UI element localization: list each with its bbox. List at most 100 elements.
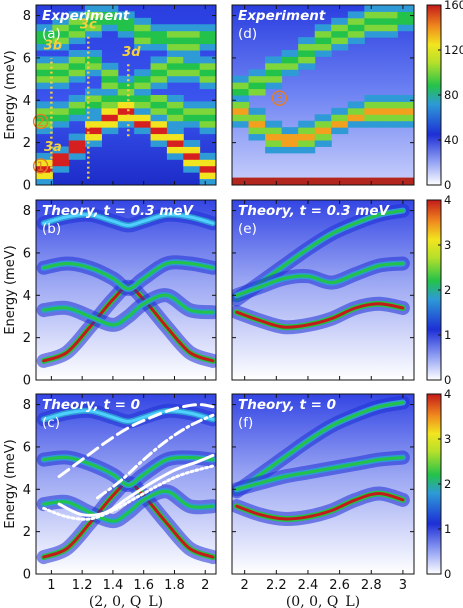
panel-d-intensity-cell bbox=[331, 107, 349, 115]
panel-b-ylabel: Energy (meV) bbox=[3, 245, 18, 334]
colorbar-e-tick-label: 4 bbox=[444, 193, 451, 207]
panel-d-intensity-cell bbox=[232, 107, 250, 115]
panel-a-intensity-cell bbox=[117, 17, 135, 25]
panel-d-intensity-cell bbox=[364, 120, 382, 128]
panel-a-intensity-cell bbox=[101, 5, 119, 12]
panel-a-intensity-cell bbox=[85, 11, 102, 19]
panel-a-intensity-cell bbox=[68, 56, 86, 64]
panel-f-xlabel: (0, 0, Q_L) bbox=[286, 594, 360, 608]
panel-a-intensity-cell bbox=[117, 107, 135, 115]
panel-a-intensity-cell bbox=[101, 95, 119, 102]
panel-a-intensity-cell bbox=[36, 62, 53, 70]
panel-a-intensity-cell bbox=[150, 133, 168, 141]
panel-a-intensity-cell bbox=[36, 114, 53, 122]
panel-a-intensity-cell bbox=[36, 120, 53, 128]
panel-a-intensity-cell bbox=[183, 107, 201, 115]
panel-c-letter: (c) bbox=[42, 415, 60, 431]
panel-d-intensity-cell bbox=[314, 30, 332, 38]
panel-a-intensity-cell bbox=[183, 37, 201, 45]
panel-a-marker-label: 1 bbox=[37, 159, 45, 173]
panel-d-intensity-cell bbox=[397, 11, 414, 19]
panel-b: Theory, t = 0.3 meV (b) 0 2 4 6 8 Energy (meV) bbox=[3, 199, 217, 389]
panel-d-intensity-cell bbox=[364, 5, 382, 12]
panel-d-intensity-cell bbox=[380, 30, 398, 38]
panel-f-letter: (f) bbox=[238, 415, 253, 431]
panel-d-intensity-cell bbox=[347, 120, 365, 128]
panel-a-intensity-cell bbox=[101, 24, 119, 32]
panel-a-ytick-label: 8 bbox=[23, 9, 31, 24]
panel-a-intensity-cell bbox=[68, 62, 86, 70]
panel-c-ytick-label: 8 bbox=[23, 398, 31, 413]
panel-a-intensity-cell bbox=[68, 69, 86, 77]
panel-d-intensity-cell bbox=[347, 24, 365, 32]
panel-d-intensity-cell bbox=[364, 17, 382, 25]
panel-d-intensity-cell bbox=[281, 69, 299, 77]
panel-a-intensity-cell bbox=[150, 101, 168, 109]
panel-d-intensity-cell bbox=[331, 30, 349, 38]
panel-a-intensity-cell bbox=[101, 107, 119, 115]
panel-a-annotation: 3b bbox=[44, 38, 62, 53]
panel-a-intensity-cell bbox=[199, 114, 216, 122]
panel-d-intensity-cell bbox=[364, 107, 382, 115]
panel-d-intensity-cell bbox=[298, 140, 316, 147]
panel-a-intensity-cell bbox=[166, 62, 184, 70]
panel-a-intensity-cell bbox=[183, 43, 201, 51]
panel-d-intensity-cell bbox=[397, 17, 414, 25]
panel-d-intensity-cell bbox=[248, 82, 266, 90]
panel-a-intensity-cell bbox=[36, 56, 53, 64]
colorbar-d-tick-label: 80 bbox=[444, 88, 459, 102]
panel-d-intensity-cell bbox=[347, 101, 365, 109]
panel-d-intensity-cell bbox=[298, 50, 316, 57]
panel-a-intensity-cell bbox=[134, 37, 152, 45]
panel-d-intensity-cell bbox=[314, 133, 332, 141]
panel-a-marker-circle bbox=[32, 113, 49, 130]
panel-d-intensity-cell bbox=[298, 62, 316, 70]
panel-c-mode-3 bbox=[42, 409, 215, 424]
colorbar-d-tick-label: 160 bbox=[444, 0, 463, 12]
panel-d-intensity-cell bbox=[364, 24, 382, 32]
panel-d-intensity-cell bbox=[232, 101, 250, 109]
panel-a-intensity-cell bbox=[183, 152, 201, 160]
panel-c-xlabel: (2, 0, Q_L) bbox=[89, 594, 163, 608]
panel-d-intensity-cell bbox=[331, 37, 349, 45]
panel-a-intensity-cell bbox=[150, 37, 168, 45]
panel-d-intensity-cell bbox=[281, 127, 299, 135]
panel-c-ytick-label: 4 bbox=[23, 483, 31, 498]
panel-a-intensity-cell bbox=[199, 107, 216, 115]
panel-a-intensity-cell bbox=[52, 17, 70, 25]
panel-a-intensity-cell bbox=[101, 62, 119, 70]
panel-c-overlay-solid bbox=[57, 453, 215, 517]
panel-a-intensity-cell bbox=[36, 69, 53, 77]
panel-a-intensity-cell bbox=[199, 69, 216, 77]
panel-a-intensity-cell bbox=[134, 69, 152, 77]
panel-b-ytick-label: 6 bbox=[23, 246, 31, 261]
panel-a-intensity-cell bbox=[36, 101, 53, 109]
panel-d-intensity-cell bbox=[397, 120, 414, 128]
panel-d-intensity-cell bbox=[265, 133, 283, 141]
panel-a-intensity-cell bbox=[166, 101, 184, 109]
panel-a-intensity-cell bbox=[68, 146, 86, 154]
colorbar-d-tick-label: 120 bbox=[444, 43, 463, 57]
panel-d-intensity-cell bbox=[380, 107, 398, 115]
panel-d-intensity-cell bbox=[314, 43, 332, 51]
panel-d-intensity-cell bbox=[248, 127, 266, 135]
panel-c-xtick-label: 1.8 bbox=[164, 578, 185, 593]
panel-a-marker-label: 2 bbox=[37, 115, 45, 129]
panel-a-intensity-cell bbox=[183, 50, 201, 57]
panel-a-intensity-cell bbox=[183, 75, 201, 83]
panel-a-intensity-cell bbox=[183, 159, 201, 167]
panel-d-intensity-cell bbox=[380, 120, 398, 128]
panel-c-ytick-label: 0 bbox=[23, 568, 31, 583]
panel-a-intensity-cell bbox=[101, 17, 119, 25]
panel-a-intensity-cell bbox=[199, 165, 216, 173]
panel-a-intensity-cell bbox=[36, 152, 53, 160]
panel-d-intensity-cell bbox=[232, 75, 250, 83]
panel-c-overlay-dashed bbox=[57, 403, 215, 479]
panel-d-intensity-cell bbox=[248, 107, 266, 115]
panel-a-intensity-cell bbox=[134, 75, 152, 83]
panel-a-intensity-cell bbox=[166, 146, 184, 154]
panel-c-overlay-dotted bbox=[42, 464, 215, 521]
panel-a-intensity-cell bbox=[36, 159, 53, 167]
colorbar-d-tick-label: 40 bbox=[444, 133, 459, 147]
panel-a-intensity-cell bbox=[36, 172, 53, 180]
